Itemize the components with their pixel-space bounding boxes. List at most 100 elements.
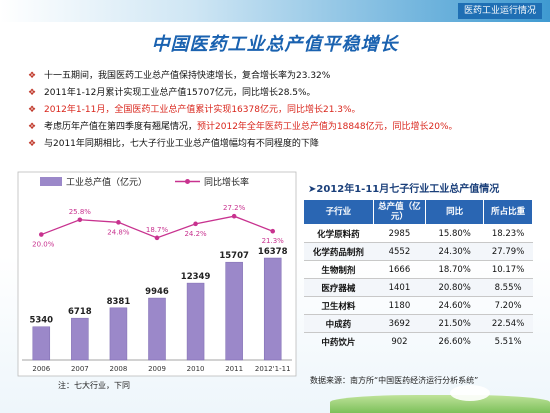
page-title: 中国医药工业总产值平稳增长	[151, 34, 399, 55]
bullet-mark-icon: ❖	[28, 71, 37, 81]
table-cell-industry: 化学原料药	[303, 224, 374, 243]
table-row: 中药饮片 902 26.60% 5.51%	[303, 332, 533, 350]
table-row: 中成药 3692 21.50% 22.54%	[303, 314, 533, 333]
bullet-text: 考虑历年产值在第四季度有翘尾情况，	[44, 122, 198, 132]
growth-label: 21.3%	[262, 237, 285, 245]
table-cell-industry: 中药饮片	[303, 332, 374, 350]
growth-label: 25.8%	[69, 208, 92, 216]
bar	[263, 257, 282, 361]
decor-cloud	[450, 385, 490, 401]
table-cell: 8.55%	[483, 278, 533, 297]
bullet-mark-icon: ❖	[28, 105, 37, 115]
legend-swatch-bars	[40, 177, 62, 186]
table-header-cell: 所占比重	[483, 199, 533, 225]
bar	[186, 282, 205, 361]
bar	[71, 317, 89, 361]
top-bar: 医药工业运行情况	[0, 0, 550, 22]
bar-value-label: 12349	[181, 272, 211, 282]
table-cell: 1180	[373, 296, 426, 315]
table-header-cell: 同比	[425, 199, 485, 225]
growth-point	[77, 217, 83, 223]
growth-label: 24.2%	[184, 230, 207, 238]
table-cell: 22.54%	[483, 314, 533, 333]
x-tick-label: 2010	[187, 365, 205, 373]
table-cell: 24.60%	[425, 296, 484, 315]
x-tick-label: 2012'1-11	[255, 365, 291, 373]
bullet-mark-icon: ❖	[28, 139, 37, 149]
bullet-mark-icon: ❖	[28, 88, 37, 98]
x-tick-label: 2008	[110, 365, 128, 373]
table-cell: 1401	[373, 278, 426, 297]
bullet-highlight-text: 预计2012年全年医药工业总产值为18848亿元，同比增长20%。	[197, 122, 458, 132]
table-cell-industry: 化学药品制剂	[303, 242, 374, 261]
table-cell-industry: 中成药	[303, 314, 374, 333]
x-tick-label: 2009	[148, 365, 166, 373]
growth-label: 24.8%	[107, 228, 130, 236]
decor-ground	[330, 395, 550, 413]
growth-point	[38, 232, 44, 237]
bullet-item: ❖ 2012年1-11月，全国医药工业总产值累计实现16378亿元，同比增长21.…	[28, 102, 538, 119]
data-source: 数据来源：南方所“中国医药经济运行分析系统”	[310, 376, 479, 385]
table-body: 化学原料药 2985 15.80% 18.23% 化学药品制剂 4552 24.30% 27.…	[303, 224, 533, 350]
bar	[148, 297, 166, 361]
table-cell: 18.70%	[425, 260, 484, 279]
table-cell: 24.30%	[425, 242, 484, 261]
growth-point	[193, 221, 198, 227]
legend-label-bars: 工业总产值（亿元）	[66, 176, 147, 188]
table-row: 卫生材料 1180 24.60% 7.20%	[303, 296, 533, 315]
table-cell: 27.79%	[483, 242, 533, 261]
bar-value-label: 8381	[107, 297, 131, 307]
legend-marker	[185, 179, 190, 184]
bar-value-label: 5340	[29, 316, 53, 326]
table-cell-industry: 医疗器械	[303, 278, 374, 297]
table-header-cell: 子行业	[303, 199, 374, 225]
table-cell: 21.50%	[425, 314, 484, 333]
bullet-mark-icon: ❖	[28, 122, 37, 132]
bullet-text: 十一五期间，我国医药工业总产值保持快速增长，复合增长率为23.32%	[44, 71, 331, 81]
table-cell: 3692	[373, 314, 426, 333]
table-header-row: 子行业 总产值（亿元） 同比 所占比重	[303, 199, 533, 225]
table-header-cell: 总产值（亿元）	[372, 199, 427, 225]
chart-note: 注：七大行业，下同	[58, 381, 130, 390]
table-cell-industry: 卫生材料	[303, 296, 374, 315]
table-cell: 7.20%	[483, 296, 533, 315]
bullet-item: ❖ 考虑历年产值在第四季度有翘尾情况，预计2012年全年医药工业总产值为18848…	[28, 119, 538, 136]
bullet-list: ❖ 十一五期间，我国医药工业总产值保持快速增长，复合增长率为23.32% ❖ 201…	[28, 68, 538, 153]
table-cell: 15.80%	[425, 224, 484, 243]
table-cell-industry: 生物制剂	[303, 260, 374, 279]
bar	[109, 307, 128, 361]
growth-point	[270, 228, 276, 234]
subindustry-table: 子行业 总产值（亿元） 同比 所占比重 化学原料药 2985 15.80% 18.23…	[303, 199, 533, 350]
bullet-text: 与2011年同期相比，七大子行业工业总产值增幅均有不同程度的下降	[44, 139, 319, 149]
legend-label-line: 同比增长率	[204, 176, 249, 188]
table-cell: 2985	[373, 224, 426, 243]
table-cell: 10.17%	[483, 260, 533, 279]
table-title: ➤2012年1-11月七子行业工业总产值情况	[308, 184, 500, 195]
bar	[225, 261, 243, 361]
table-cell: 4552	[373, 242, 426, 261]
x-tick-label: 2007	[71, 365, 89, 373]
table-row: 生物制剂 1666 18.70% 10.17%	[303, 260, 533, 279]
growth-point	[154, 235, 160, 241]
bullet-item: ❖ 与2011年同期相比，七大子行业工业总产值增幅均有不同程度的下降	[28, 136, 538, 153]
table-row: 化学药品制剂 4552 24.30% 27.79%	[303, 242, 533, 261]
bar-value-label: 16378	[258, 247, 288, 257]
table-row: 医疗器械 1401 20.80% 8.55%	[303, 278, 533, 297]
bar-value-label: 9946	[145, 287, 169, 297]
bullet-highlight-text: 2012年1-11月，全国医药工业总产值累计实现16378亿元，同比增长21.3…	[44, 105, 361, 115]
growth-label: 27.2%	[223, 204, 246, 212]
table-cell: 18.23%	[483, 224, 533, 243]
bar-value-label: 15707	[219, 251, 249, 261]
growth-point	[231, 213, 237, 219]
bar-value-label: 6718	[68, 307, 92, 317]
table-cell: 902	[373, 332, 426, 350]
bullet-item: ❖ 十一五期间，我国医药工业总产值保持快速增长，复合增长率为23.32%	[28, 68, 538, 85]
x-tick-label: 2011	[225, 365, 243, 373]
x-tick-label: 2006	[32, 365, 50, 373]
bullet-text: 2011年1-12月累计实现工业总产值15707亿元，同比增长28.5%。	[44, 88, 316, 98]
table-row: 化学原料药 2985 15.80% 18.23%	[303, 224, 533, 243]
growth-label: 18.7%	[146, 226, 169, 234]
growth-point	[116, 220, 121, 225]
bar	[32, 326, 51, 361]
